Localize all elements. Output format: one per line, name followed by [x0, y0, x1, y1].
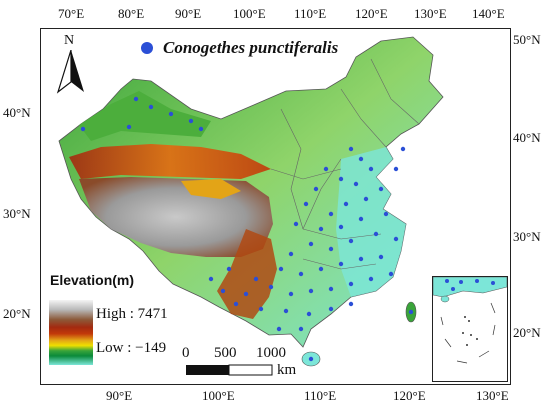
species-label: Conogethes punctiferalis	[163, 38, 339, 57]
qaidam-basin	[181, 179, 241, 199]
top-lon-tick-80: 80°E	[118, 6, 145, 21]
occurrence-marker-icon	[141, 42, 153, 54]
top-lon-tick-130: 130°E	[414, 6, 447, 21]
left-lat-tick-20: 20°N	[3, 306, 31, 321]
top-lon-tick-100: 100°E	[233, 6, 266, 21]
elevation-color-ramp	[49, 300, 93, 365]
map-canvas	[58, 36, 444, 367]
elevation-high-label: High : 7471	[96, 306, 168, 322]
tarim-rim	[69, 144, 271, 179]
left-lat-tick-40: 40°N	[3, 105, 31, 120]
eastern-lowlands	[336, 147, 406, 297]
tianshan-region	[79, 91, 211, 141]
right-lat-tick-30: 30°N	[513, 229, 541, 244]
top-lon-tick-70: 70°E	[58, 6, 85, 21]
left-lat-tick-30: 30°N	[3, 206, 31, 221]
bottom-lon-tick-100: 100°E	[202, 388, 235, 403]
elevation-legend-title: Elevation(m)	[50, 272, 135, 288]
scale-label-0: 0	[182, 345, 190, 361]
scale-label-1000: 1000	[256, 345, 286, 361]
south-china-sea-inset	[432, 276, 508, 382]
scale-label-500: 500	[214, 345, 237, 361]
right-lat-tick-50: 50°N	[513, 32, 541, 47]
scale-bar	[186, 364, 273, 376]
bottom-lon-tick-90: 90°E	[106, 388, 133, 403]
occurrence-points	[80, 96, 414, 362]
top-lon-tick-140: 140°E	[472, 6, 505, 21]
inset-map	[432, 276, 508, 364]
scale-unit-label: km	[277, 362, 297, 378]
top-lon-tick-90: 90°E	[175, 6, 202, 21]
hengduan-slopes	[217, 229, 277, 319]
right-lat-tick-40: 40°N	[513, 130, 541, 145]
bottom-lon-tick-120: 120°E	[393, 388, 426, 403]
top-lon-tick-120: 120°E	[355, 6, 388, 21]
north-arrow-icon	[56, 50, 84, 94]
bottom-lon-tick-110: 110°E	[304, 388, 337, 403]
north-arrow-label: N	[64, 33, 75, 48]
bottom-lon-tick-130: 130°E	[476, 388, 509, 403]
province-borders	[270, 58, 420, 270]
elevation-low-label: Low : −149	[96, 340, 167, 356]
top-lon-tick-110: 110°E	[294, 6, 327, 21]
right-lat-tick-20: 20°N	[513, 325, 541, 340]
map-frame	[40, 28, 511, 385]
